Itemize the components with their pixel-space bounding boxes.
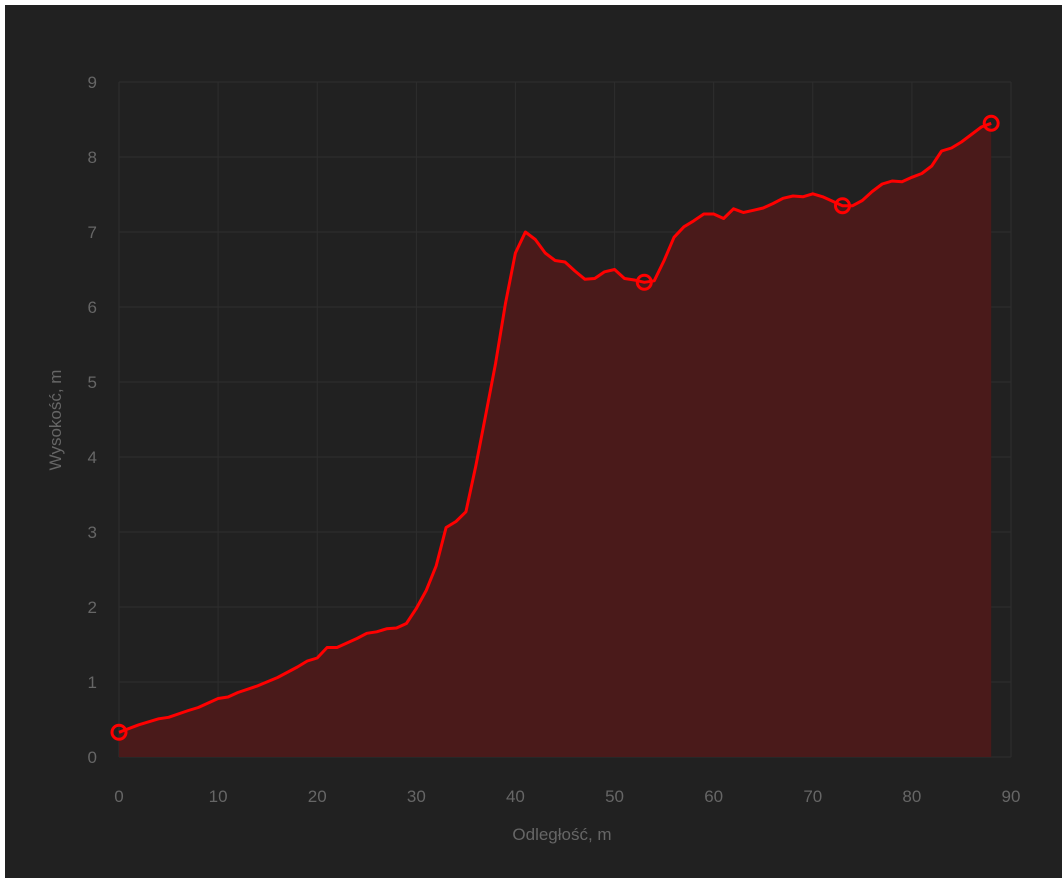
y-tick-label: 5 bbox=[88, 373, 97, 392]
x-tick-label: 20 bbox=[308, 787, 327, 806]
x-tick-label: 30 bbox=[407, 787, 426, 806]
elevation-line bbox=[118, 121, 992, 734]
y-tick-label: 9 bbox=[88, 73, 97, 92]
y-tick-label: 0 bbox=[88, 748, 97, 767]
x-tick-label: 90 bbox=[1002, 787, 1021, 806]
waypoint-marker bbox=[834, 197, 852, 215]
y-tick-label: 2 bbox=[88, 598, 97, 617]
y-axis-title: Wysokość, m bbox=[46, 370, 65, 471]
x-tick-label: 70 bbox=[803, 787, 822, 806]
x-tick-label: 80 bbox=[902, 787, 921, 806]
x-tick-label: 60 bbox=[704, 787, 723, 806]
waypoint-marker bbox=[635, 273, 653, 291]
elevation-area bbox=[119, 123, 992, 758]
y-tick-label: 4 bbox=[88, 448, 97, 467]
x-tick-label: 50 bbox=[605, 787, 624, 806]
waypoint-marker bbox=[982, 114, 1000, 132]
y-tick-label: 3 bbox=[88, 523, 97, 542]
x-tick-label: 10 bbox=[209, 787, 228, 806]
y-tick-label: 1 bbox=[88, 673, 97, 692]
waypoint-marker bbox=[110, 723, 128, 741]
y-tick-label: 6 bbox=[88, 298, 97, 317]
x-axis-title: Odległość, m bbox=[512, 825, 611, 844]
x-tick-label: 0 bbox=[114, 787, 123, 806]
x-axis-ticks: 0 10 20 30 40 50 60 70 80 90 bbox=[114, 787, 1020, 806]
x-tick-label: 40 bbox=[506, 787, 525, 806]
y-tick-label: 7 bbox=[88, 223, 97, 242]
waypoint-markers bbox=[110, 114, 1000, 741]
y-tick-label: 8 bbox=[88, 148, 97, 167]
y-axis-ticks: 0 1 2 3 4 5 6 7 8 9 bbox=[88, 73, 97, 767]
